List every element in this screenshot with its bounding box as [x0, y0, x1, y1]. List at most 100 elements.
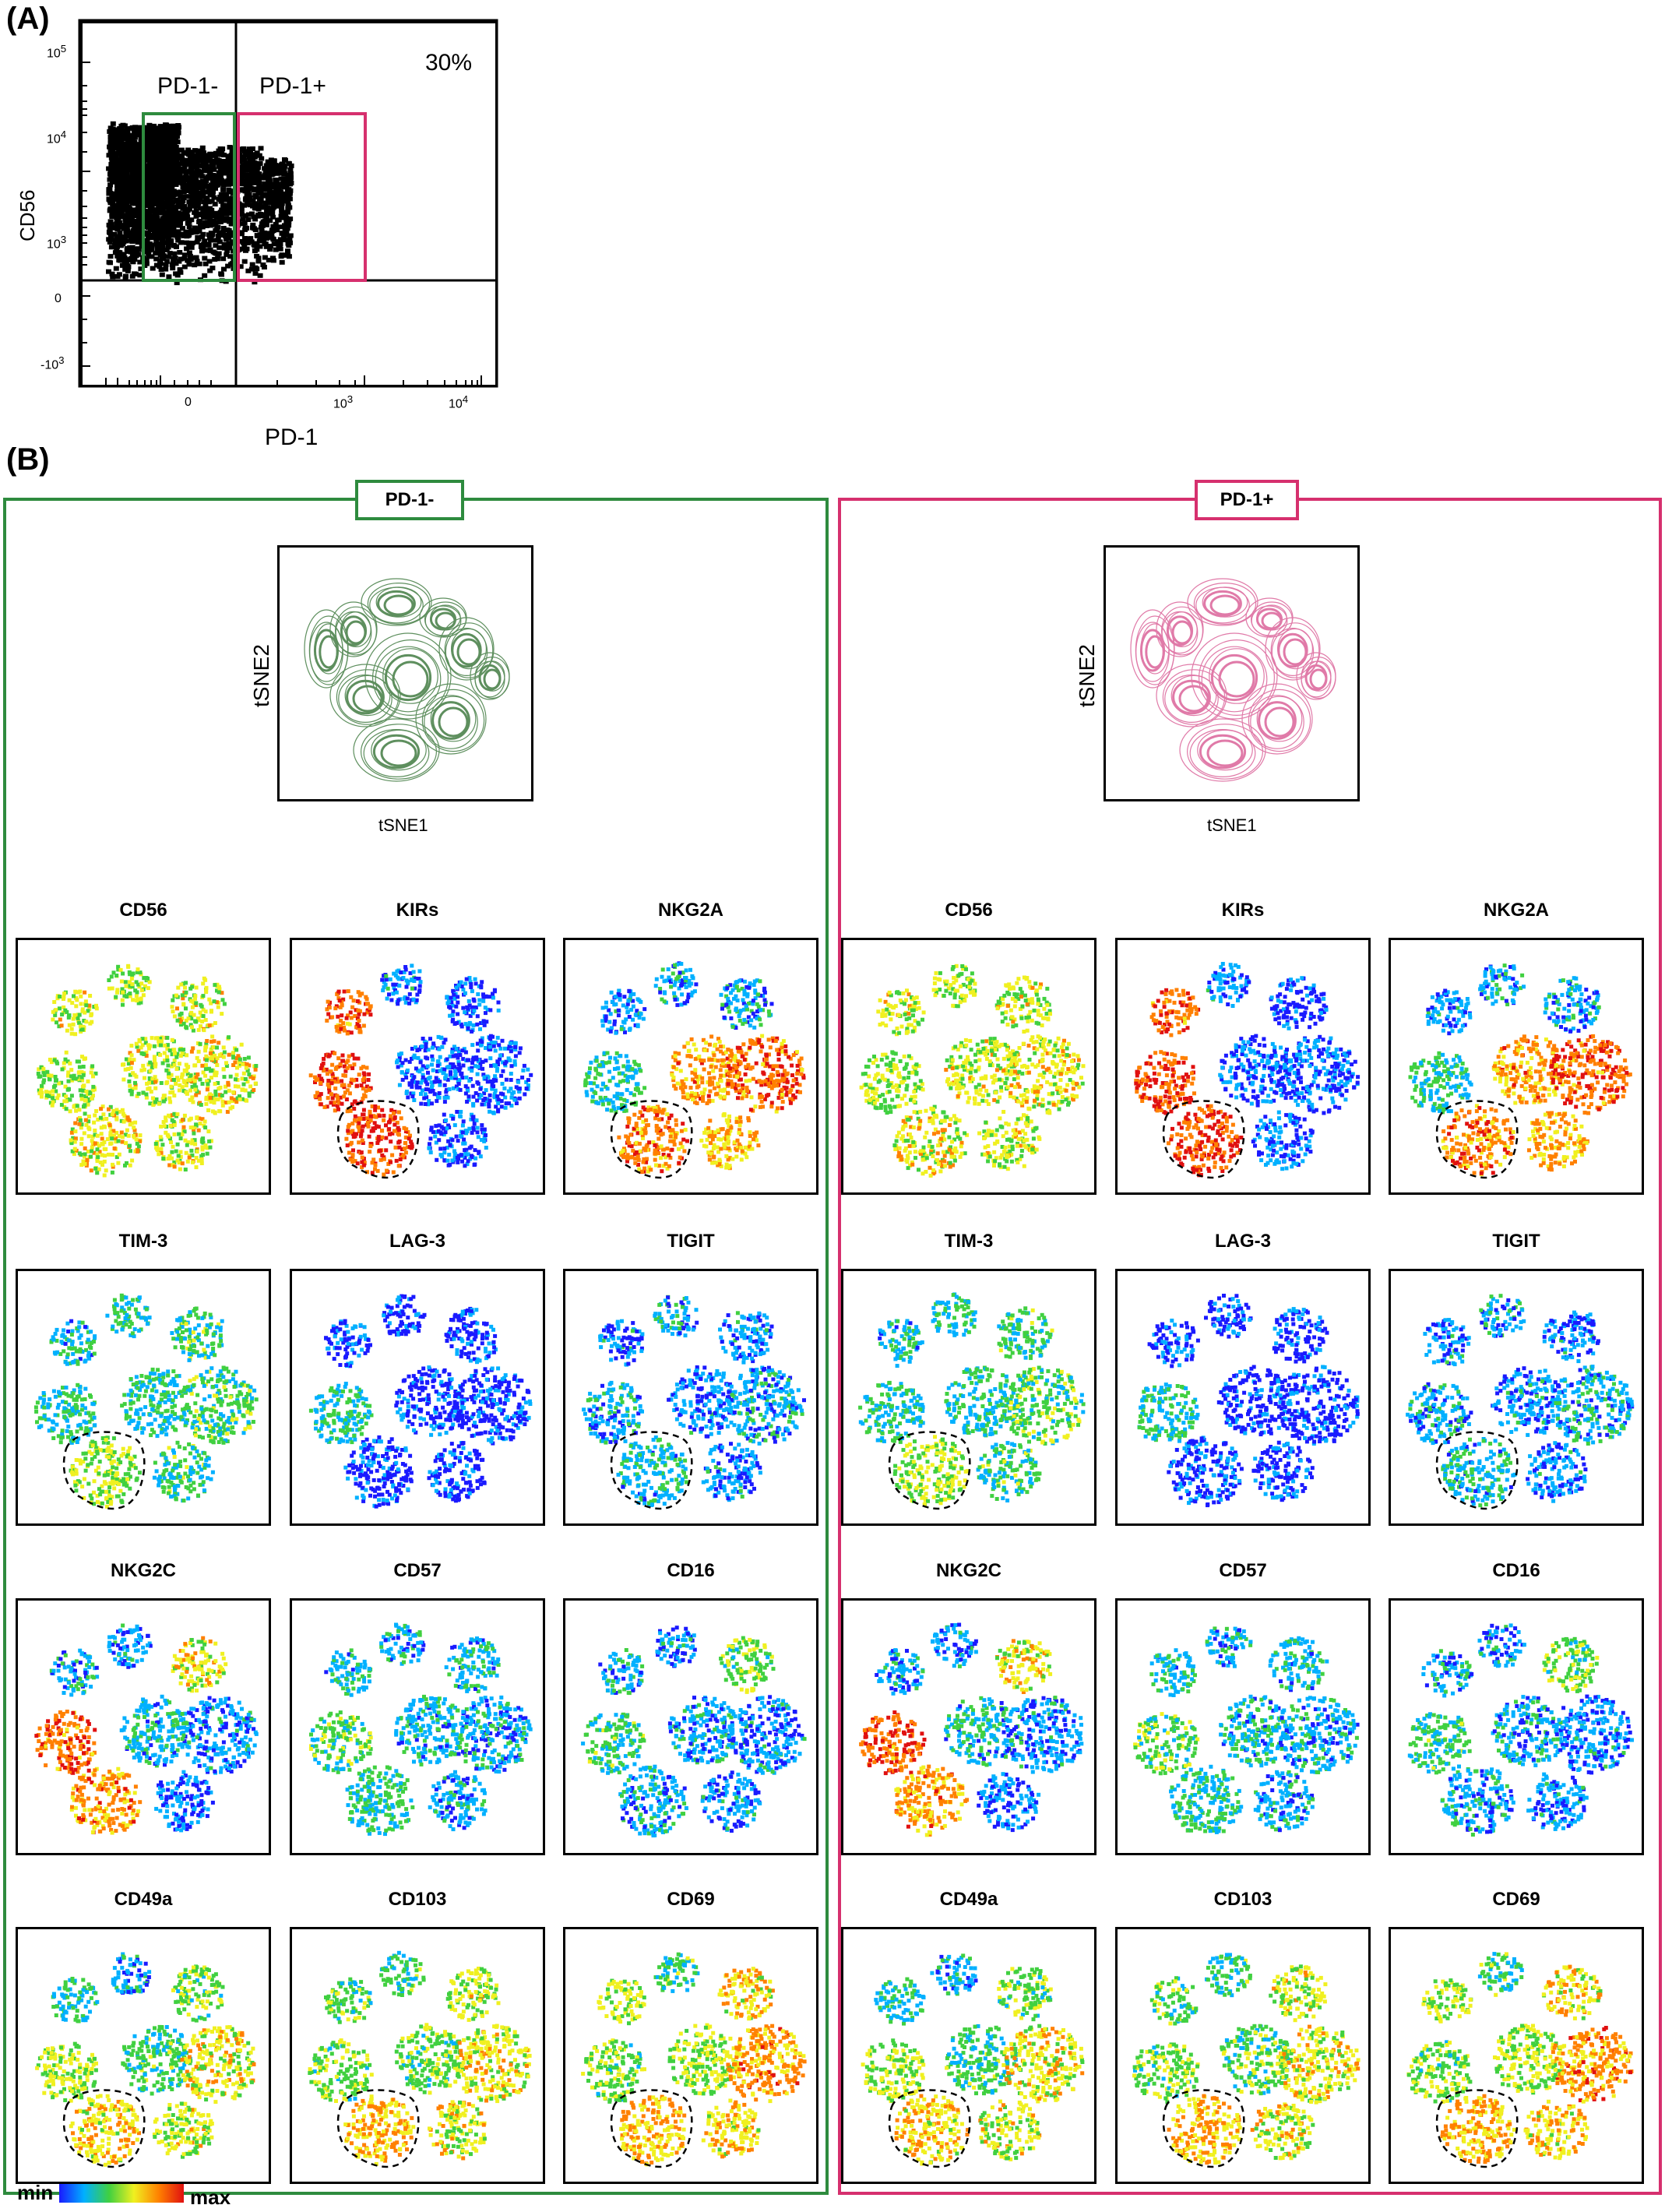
cell-dot	[155, 1147, 160, 1151]
cell-dot	[364, 1065, 369, 1070]
contour-line	[345, 620, 367, 645]
contour-line	[384, 653, 432, 702]
cell-dot	[319, 1066, 323, 1071]
cell-dot	[122, 1114, 127, 1118]
cell-dot	[103, 1154, 107, 1158]
event-dot	[168, 170, 174, 175]
event-dot	[168, 233, 174, 238]
cell-dot	[204, 1101, 209, 1106]
cell-dot	[72, 994, 76, 999]
event-dot	[107, 177, 113, 182]
event-dot	[244, 165, 250, 171]
cell-dot	[92, 1150, 97, 1155]
event-dot	[159, 247, 165, 252]
cell-dot	[476, 992, 480, 996]
cell-dot	[435, 1063, 440, 1068]
cell-dot	[435, 1069, 439, 1073]
cell-dot	[236, 1084, 241, 1089]
cell-dot	[356, 1008, 361, 1013]
event-dot	[209, 231, 216, 237]
event-dot	[128, 219, 134, 224]
cell-dot	[342, 1083, 347, 1087]
event-dot	[193, 213, 199, 219]
contour-line	[371, 729, 427, 771]
cell-dot	[92, 1005, 97, 1009]
cell-dot	[347, 1091, 352, 1096]
percent-label: 30%	[425, 50, 472, 76]
event-dot	[107, 137, 114, 143]
event-dot	[220, 226, 227, 231]
contour-line	[1172, 679, 1211, 715]
event-dot	[160, 145, 167, 150]
cell-dot	[361, 1023, 366, 1028]
contour-line	[1251, 605, 1288, 636]
event-dot	[174, 134, 180, 139]
event-dot	[109, 271, 115, 276]
cell-dot	[175, 1018, 180, 1023]
event-dot	[284, 180, 290, 185]
event-dot	[109, 214, 115, 219]
event-dot	[148, 170, 154, 175]
contour-line	[371, 639, 449, 717]
cell-dot	[128, 1057, 132, 1062]
cell-dot	[411, 997, 416, 1002]
cell-dot	[172, 1160, 177, 1164]
event-dot	[125, 126, 131, 132]
event-dot	[263, 222, 269, 227]
event-dot	[192, 153, 198, 159]
cell-dot	[191, 1100, 195, 1104]
cell-dot	[153, 1100, 157, 1104]
cell-dot	[42, 1073, 47, 1077]
cell-dot	[143, 976, 147, 981]
cell-dot	[231, 1063, 236, 1067]
event-dot	[278, 213, 284, 219]
cell-dot	[114, 1111, 119, 1115]
cell-dot	[176, 1154, 181, 1158]
event-dot	[164, 247, 170, 252]
contour-line	[363, 729, 430, 778]
cell-dot	[57, 1024, 62, 1029]
contour-line	[415, 683, 487, 755]
event-dot	[163, 205, 169, 210]
event-dot	[220, 230, 227, 235]
cell-dot	[322, 1057, 326, 1061]
cell-dot	[418, 980, 423, 984]
cell-dot	[79, 1136, 84, 1141]
cell-dot	[159, 1147, 164, 1151]
event-dot	[107, 260, 113, 266]
cell-dot	[171, 1048, 175, 1052]
cell-dot	[361, 1071, 366, 1076]
cell-dot	[153, 1058, 157, 1062]
cell-dot	[136, 970, 139, 974]
event-dot	[205, 242, 210, 248]
cell-dot	[128, 1163, 132, 1168]
cell-dot	[345, 1088, 350, 1093]
event-dot	[154, 246, 160, 252]
cell-dot	[350, 1077, 354, 1082]
event-dot	[266, 172, 272, 178]
cell-dot	[98, 1161, 103, 1164]
cell-dot	[114, 974, 119, 977]
cell-dot	[79, 1070, 84, 1074]
event-dot	[199, 178, 206, 184]
event-dot	[216, 239, 223, 245]
cell-dot	[338, 1005, 343, 1009]
event-dot	[132, 184, 139, 189]
cell-dot	[335, 1028, 340, 1033]
cell-dot	[194, 985, 199, 990]
cell-dot	[384, 974, 389, 978]
event-dot	[282, 223, 287, 228]
cell-dot	[94, 1006, 99, 1011]
contour-line	[1264, 706, 1295, 738]
event-dot	[245, 217, 252, 222]
event-dot	[127, 222, 133, 227]
cell-dot	[184, 1025, 188, 1030]
cell-dot	[136, 1148, 140, 1152]
event-dot	[110, 129, 116, 134]
cell-dot	[111, 970, 116, 975]
cell-dot	[227, 1035, 231, 1040]
event-dot	[199, 145, 206, 150]
cell-dot	[253, 1081, 258, 1086]
event-dot	[161, 167, 167, 173]
contour-line	[1164, 675, 1219, 724]
